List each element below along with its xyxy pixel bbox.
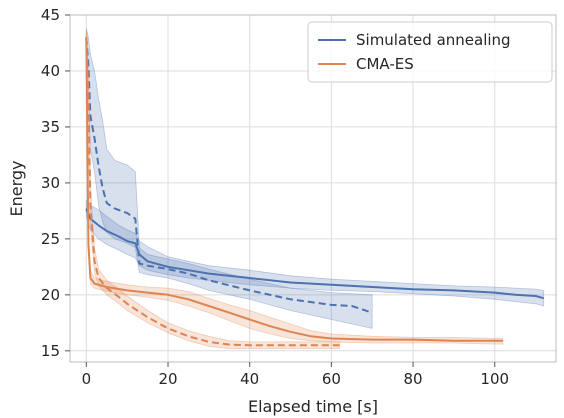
x-tick-label: 0: [82, 370, 92, 388]
legend-label-0: Simulated annealing: [356, 31, 511, 49]
y-axis-ticks: 15 20 25 30 35 40 45: [41, 6, 70, 360]
y-tick-label: 40: [41, 62, 60, 80]
y-tick-label: 30: [41, 174, 60, 192]
y-tick-label: 45: [41, 6, 60, 24]
x-axis-label: Elapsed time [s]: [248, 397, 378, 416]
y-tick-label: 20: [41, 286, 60, 304]
x-tick-label: 100: [480, 370, 509, 388]
series-line-2: [85, 37, 503, 342]
legend: Simulated annealing CMA-ES: [307, 21, 553, 83]
series-band-1: [85, 28, 373, 329]
x-axis-ticks: 0 20 40 60 80 100: [82, 362, 509, 388]
series-line-3: [85, 37, 340, 347]
series-line-0: [85, 208, 544, 300]
x-tick-label: 20: [158, 370, 177, 388]
series-line-1: [85, 37, 373, 314]
y-tick-label: 35: [41, 118, 60, 136]
series-band-0: [85, 199, 545, 307]
plot-frame: [69, 14, 557, 363]
series-band-3: [85, 30, 340, 350]
series-lines: [85, 37, 544, 347]
series-band-2: [85, 31, 504, 345]
x-tick-label: 60: [322, 370, 341, 388]
y-axis-label: Energy: [7, 160, 26, 216]
y-tick-label: 25: [41, 230, 60, 248]
legend-label-2: CMA-ES: [356, 55, 414, 73]
confidence-bands: [85, 28, 545, 350]
y-tick-label: 15: [41, 342, 60, 360]
x-tick-label: 40: [240, 370, 259, 388]
x-tick-label: 80: [404, 370, 423, 388]
legend-box: [307, 21, 553, 83]
